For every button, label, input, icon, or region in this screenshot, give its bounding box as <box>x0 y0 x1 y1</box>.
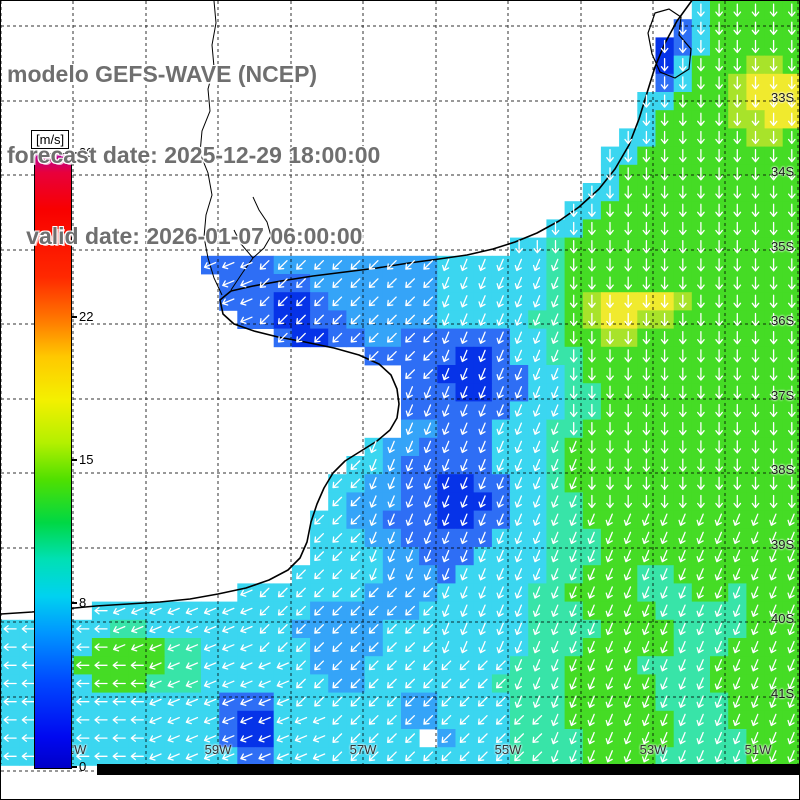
lat-label: 36S <box>771 313 795 328</box>
colorbar-unit-label: [m/s] <box>31 130 70 149</box>
valid-date: valid date: 2026-01-07 06:00:00 <box>7 223 363 249</box>
river-line <box>233 229 254 259</box>
lat-label: 41S <box>771 686 795 701</box>
lat-label: 37S <box>771 388 795 403</box>
colorbar-tick-label: 22 <box>79 308 94 324</box>
colorbar-tick-label: 30 <box>79 145 94 160</box>
lat-label: 33S <box>771 90 795 105</box>
lagoon-outline <box>647 8 692 79</box>
lat-label: 38S <box>771 462 795 477</box>
direction-arrows <box>3 3 796 763</box>
colorbar-tick-label: 0 <box>79 759 87 774</box>
colorbar-tick-mark <box>71 766 77 768</box>
lon-label: 53W <box>639 742 667 757</box>
colorbar-tick-mark <box>71 459 77 461</box>
coastline <box>1 1 693 615</box>
colorbar-tick-label: 8 <box>79 595 87 611</box>
lat-label: 34S <box>771 164 795 179</box>
lon-label: 57W <box>349 742 377 757</box>
lon-label: 59W <box>204 742 232 757</box>
bottom-margin <box>1 775 799 799</box>
lat-label: 40S <box>771 611 795 626</box>
colorbar-tick-mark <box>71 315 77 318</box>
river-line <box>230 196 272 291</box>
colorbar-gradient <box>35 154 71 768</box>
lat-label: 35S <box>771 239 795 254</box>
colorbar-tick-mark <box>71 602 77 605</box>
colorbar-tick-mark <box>71 152 77 154</box>
lat-label: 39S <box>771 537 795 552</box>
forecast-date: forecast date: 2025-12-29 18:00:00 <box>7 142 381 168</box>
grid-lines <box>1 1 799 772</box>
bottom-axis-bar <box>97 764 799 775</box>
colorbar <box>34 153 72 769</box>
river-line <box>199 1 223 296</box>
map-header: modelo GEFS-WAVE (NCEP) forecast date: 2… <box>7 7 380 304</box>
colorbar-tick-label: 15 <box>79 452 94 467</box>
lon-label: 55W <box>494 742 522 757</box>
model-title: modelo GEFS-WAVE (NCEP) <box>7 61 318 87</box>
lon-label: 51W <box>744 742 772 757</box>
